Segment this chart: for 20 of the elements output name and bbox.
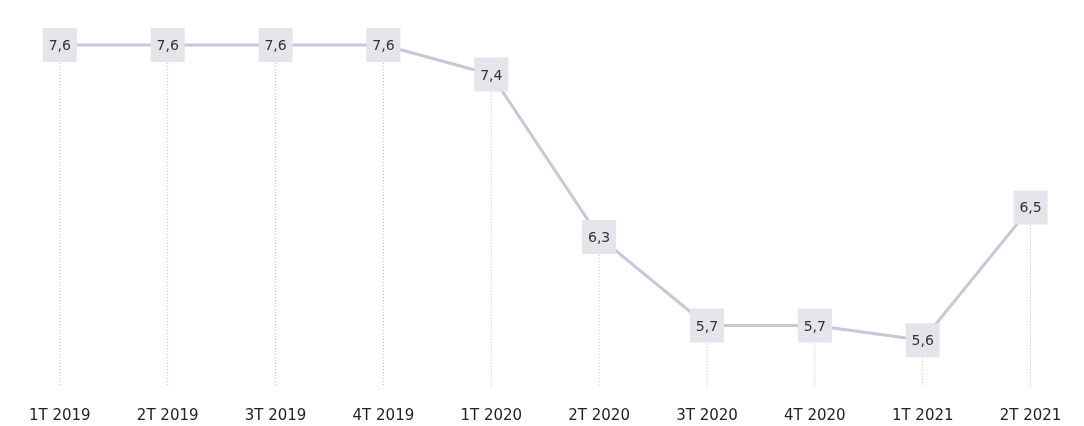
x-tick-label: 4T 2020 [784,405,846,424]
x-tick-label: 3T 2019 [244,405,307,424]
data-label: 7,4 [480,66,503,83]
data-label: 7,6 [48,37,72,54]
x-tick-label: 2T 2019 [136,405,199,424]
data-label: 5,7 [803,317,826,334]
data-label: 7,6 [372,37,395,54]
data-label: 7,6 [264,37,287,54]
x-tick-label: 2T 2020 [568,405,630,424]
x-tick-label: 4T 2019 [352,405,415,424]
x-tick-label: 2T 2021 [999,405,1062,424]
x-tick-label: 1T 2020 [460,405,523,424]
x-tick-label: 1T 2021 [891,405,954,424]
data-label: 7,6 [156,37,179,54]
data-label: 5,6 [911,332,934,349]
x-tick-label: 3T 2020 [676,405,738,424]
data-label: 6,5 [1019,199,1042,216]
data-label: 5,7 [695,317,719,334]
x-tick-label: 1T 2019 [29,405,91,424]
data-label: 6,3 [587,228,611,245]
